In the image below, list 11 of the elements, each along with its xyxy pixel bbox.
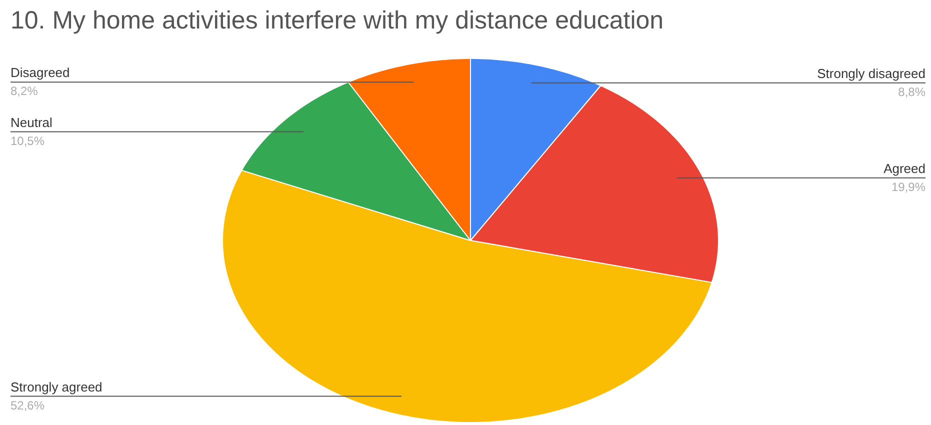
chart-title: 10. My home activities interfere with my distance education [10,6,664,34]
slice-label: Neutral [10,114,53,130]
slice-label: Agreed [884,160,926,176]
slice-label: Strongly agreed [10,379,102,394]
slice-label: Disagreed [10,65,70,80]
data-label: 10,5% [10,134,45,148]
slice-label: Strongly disagreed [817,66,926,81]
data-label: 19,9% [891,180,926,194]
data-label: 8,2% [10,84,38,98]
data-label: 8,8% [898,84,926,99]
data-label: 52,6% [10,398,45,412]
